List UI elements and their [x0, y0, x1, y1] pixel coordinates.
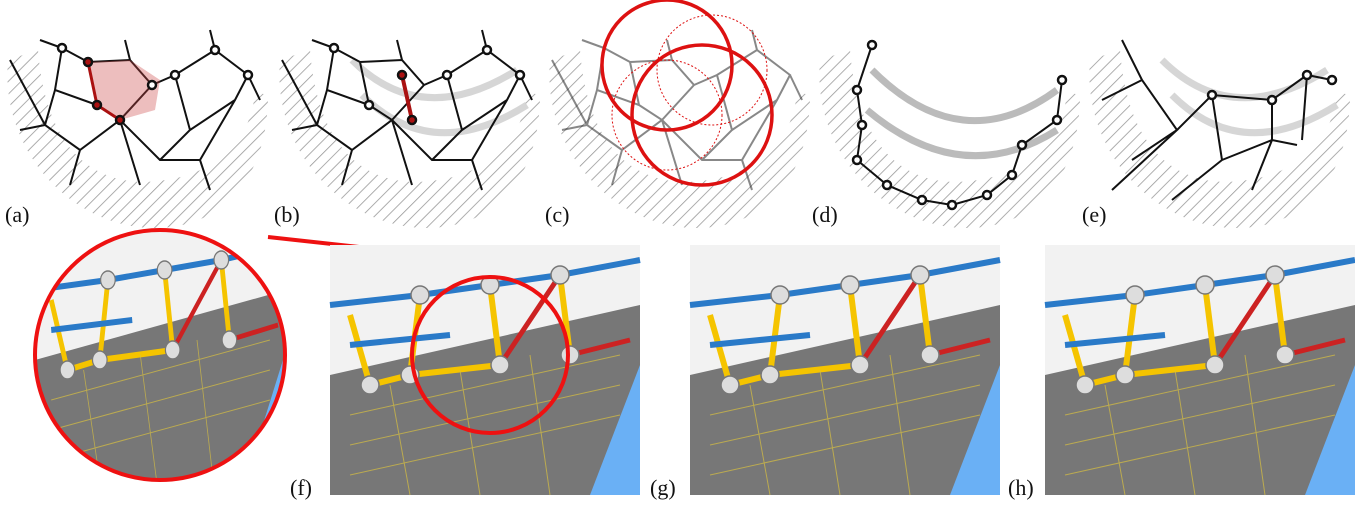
panel-g-render: [690, 245, 1000, 495]
figure: (a) (b) (c) (d) (e): [0, 0, 1355, 505]
panel-label: (e): [1082, 202, 1106, 227]
panel-d: (d): [812, 41, 1080, 228]
panel-label: (a): [5, 202, 29, 227]
panel-label: (g): [650, 475, 676, 500]
panel-label: (d): [812, 202, 838, 227]
panel-a: (a): [5, 30, 268, 228]
panel-c: (c): [545, 0, 810, 228]
panel-e: (e): [1082, 40, 1350, 228]
panel-f-render: [330, 245, 640, 495]
panel-label: (f): [290, 475, 312, 500]
panel-label: (c): [545, 202, 569, 227]
page: {"panels": [{"label": "(a)"}, {"label": …: [0, 0, 1355, 505]
panel-label: (h): [1008, 475, 1034, 500]
panel-b: (b): [274, 30, 540, 228]
panel-label: (b): [274, 202, 300, 227]
panel-h-render: [1045, 245, 1355, 495]
